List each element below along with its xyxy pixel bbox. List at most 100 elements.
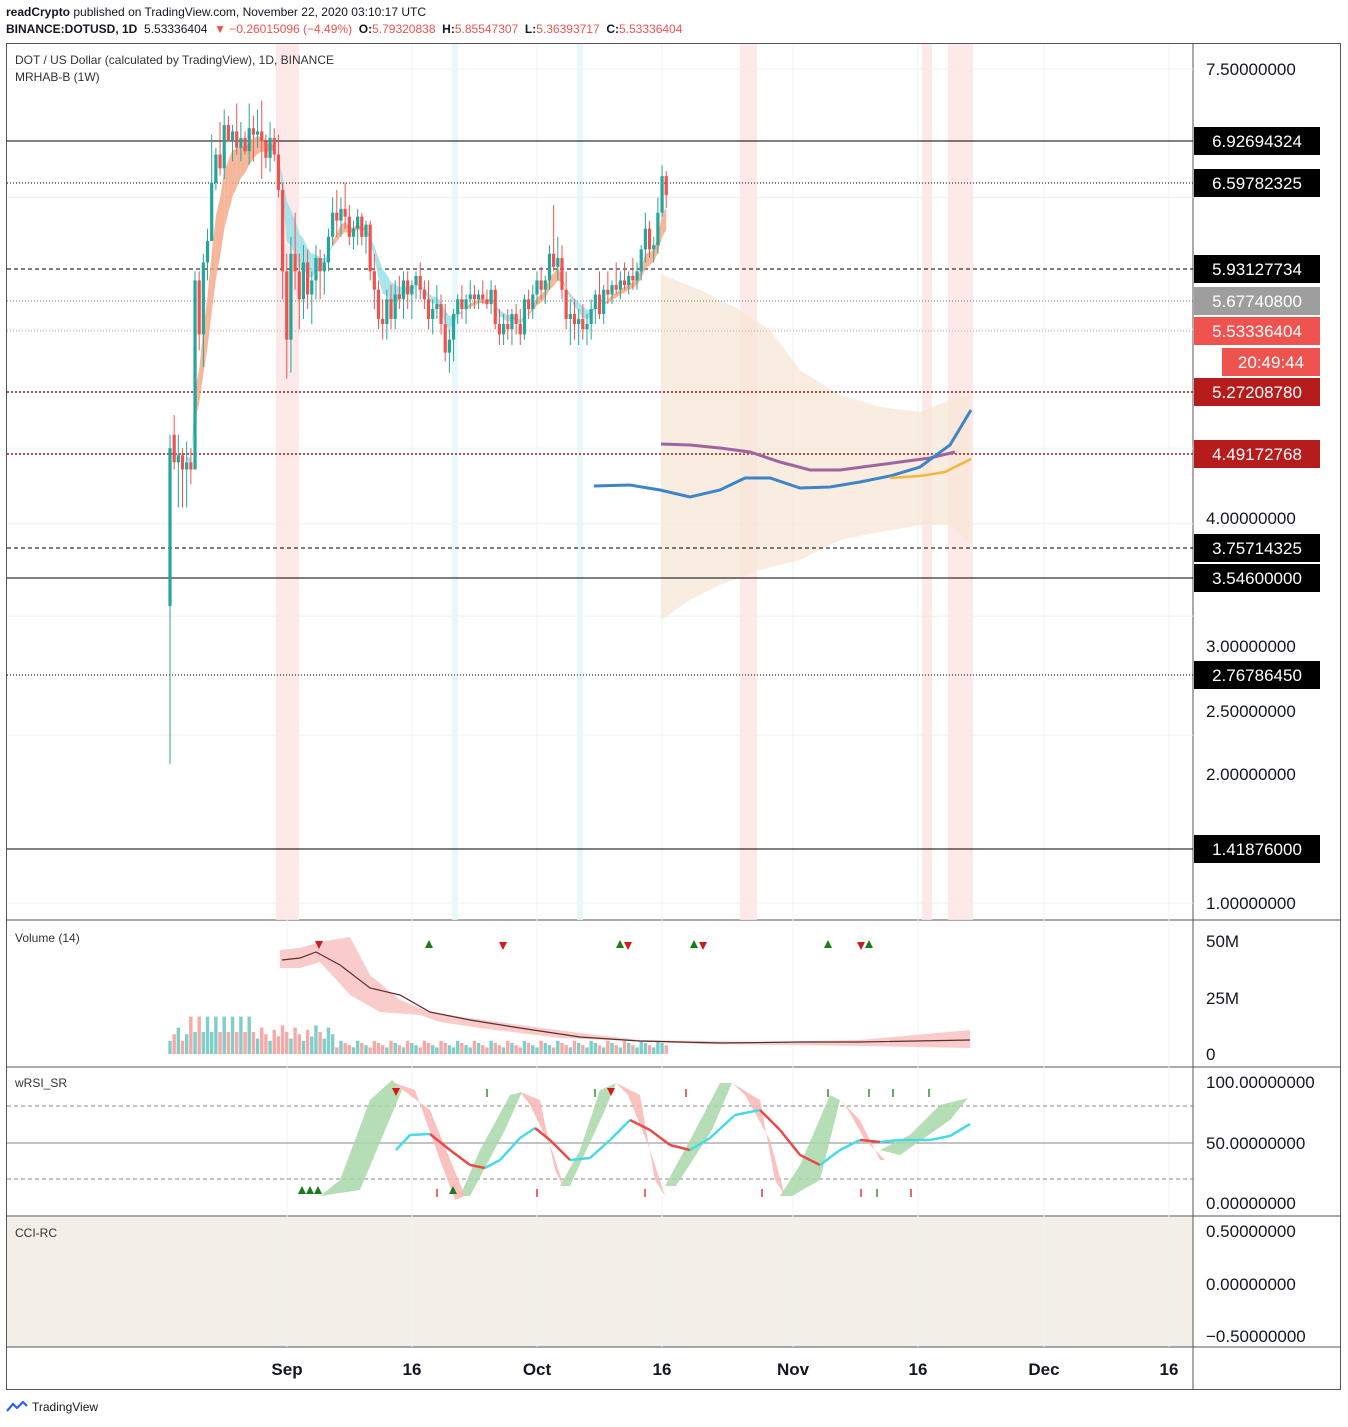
volume-bar (431, 1045, 435, 1054)
cci-pane-background (7, 1217, 1193, 1347)
ribbon-segment (570, 293, 575, 308)
volume-signal-up-icon (425, 940, 433, 948)
price-label-text: 5.93127734 (1212, 260, 1302, 279)
candle-body (347, 216, 351, 237)
candle-body (239, 137, 243, 148)
price-label-text: 3.75714325 (1212, 539, 1302, 558)
ribbon-segment (374, 245, 379, 279)
volume-bar (447, 1045, 452, 1054)
time-axis-tick: Dec (1028, 1360, 1059, 1379)
price-label-text: 2.76786450 (1212, 666, 1302, 685)
volume-bar (176, 1027, 181, 1054)
volume-ma-cloud (280, 937, 970, 1048)
ribbon-segment (541, 289, 546, 303)
volume-bar (272, 1029, 276, 1054)
volume-bar (627, 1043, 631, 1054)
candle-body (293, 253, 297, 272)
volume-signal-up-icon (824, 940, 832, 948)
candle-body (360, 216, 364, 237)
candle-body (531, 294, 535, 309)
candle-body (335, 212, 339, 221)
volume-bar (214, 1016, 218, 1054)
candle-body (447, 339, 451, 353)
ribbon-segment (240, 145, 246, 178)
ribbon-segment (545, 276, 550, 299)
volume-bar (268, 1040, 272, 1054)
envelope-area (661, 274, 970, 620)
candle-body (222, 125, 226, 169)
volume-bar (647, 1045, 652, 1054)
candle-body (168, 448, 172, 606)
rsi-line-segment (609, 1119, 631, 1141)
candle-body (201, 262, 205, 335)
volume-bar (205, 1016, 210, 1054)
volume-bar (347, 1045, 352, 1054)
volume-bar (456, 1040, 460, 1054)
price-label-box (1194, 255, 1320, 283)
ribbon-segment (645, 252, 650, 269)
price-label-box (1194, 127, 1320, 155)
rsi-line-segment (519, 1126, 536, 1140)
candle-body (251, 128, 255, 135)
volume-bar (339, 1040, 343, 1054)
candle-body (510, 313, 514, 330)
legend-indicator: MRHAB-B (1W) (15, 70, 100, 84)
candle-body (322, 262, 326, 272)
candle-body (581, 318, 585, 330)
rsi-label: wRSI_SR (14, 1076, 67, 1090)
moving-averages (593, 409, 973, 499)
rsi-line-segment (409, 1132, 431, 1137)
highlight-band (452, 44, 458, 920)
volume-bar (539, 1040, 543, 1054)
price-label-text: 3.54600000 (1212, 569, 1302, 588)
volume-bar (293, 1027, 297, 1054)
volume-bar (322, 1038, 326, 1054)
candle-body (331, 212, 335, 237)
volume-bar (631, 1045, 635, 1054)
volume-bar (489, 1040, 493, 1054)
ribbon-segment (220, 171, 225, 257)
price-label-box (1194, 317, 1320, 345)
envelope-band (661, 274, 970, 620)
volume-bar (560, 1043, 564, 1054)
footer: TradingView (6, 1400, 98, 1414)
footer-brand[interactable]: TradingView (32, 1400, 99, 1414)
candle-body (435, 304, 439, 309)
rsi-line-segment (839, 1138, 861, 1152)
candle-body (502, 324, 506, 335)
volume-bar (397, 1045, 402, 1054)
volume-bar (414, 1045, 418, 1054)
ribbon-segment (215, 198, 221, 279)
cci-axis-tick: −0.50000000 (1206, 1327, 1306, 1346)
ribbon-segment (553, 267, 558, 286)
volume-bar (218, 1032, 222, 1054)
price-axis-tick: 2.00000000 (1206, 765, 1296, 784)
volume-bar (589, 1040, 593, 1054)
volume-bar (464, 1045, 468, 1054)
price-axis-tick: 3.00000000 (1206, 637, 1296, 656)
rsi-up-cloud (560, 1083, 616, 1186)
ribbon-segment (474, 299, 479, 306)
close-value: 5.53336404 (619, 22, 683, 36)
volume-bar (493, 1043, 497, 1054)
rsi-up-cloud (460, 1092, 522, 1196)
candle-body (472, 294, 477, 300)
author-name[interactable]: readCrypto (6, 5, 71, 19)
ribbon-segment (616, 288, 621, 298)
ribbon-segment (336, 224, 341, 242)
candle-body (564, 289, 568, 319)
price-label-text: 4.49172768 (1212, 445, 1302, 464)
volume-bar (468, 1047, 472, 1054)
volume-bar (618, 1047, 623, 1054)
price-change: ▼ −0.26015096 (−4.49%) (214, 22, 353, 36)
volume-bar (535, 1047, 539, 1054)
candle-body (310, 280, 314, 295)
ribbon-segment (478, 299, 483, 304)
ribbon-segment (612, 292, 617, 300)
candle-body (364, 224, 368, 237)
ribbon-segment (332, 233, 337, 247)
candles (168, 100, 668, 764)
price-label-box (1222, 348, 1320, 376)
ribbon-segment (607, 294, 613, 303)
